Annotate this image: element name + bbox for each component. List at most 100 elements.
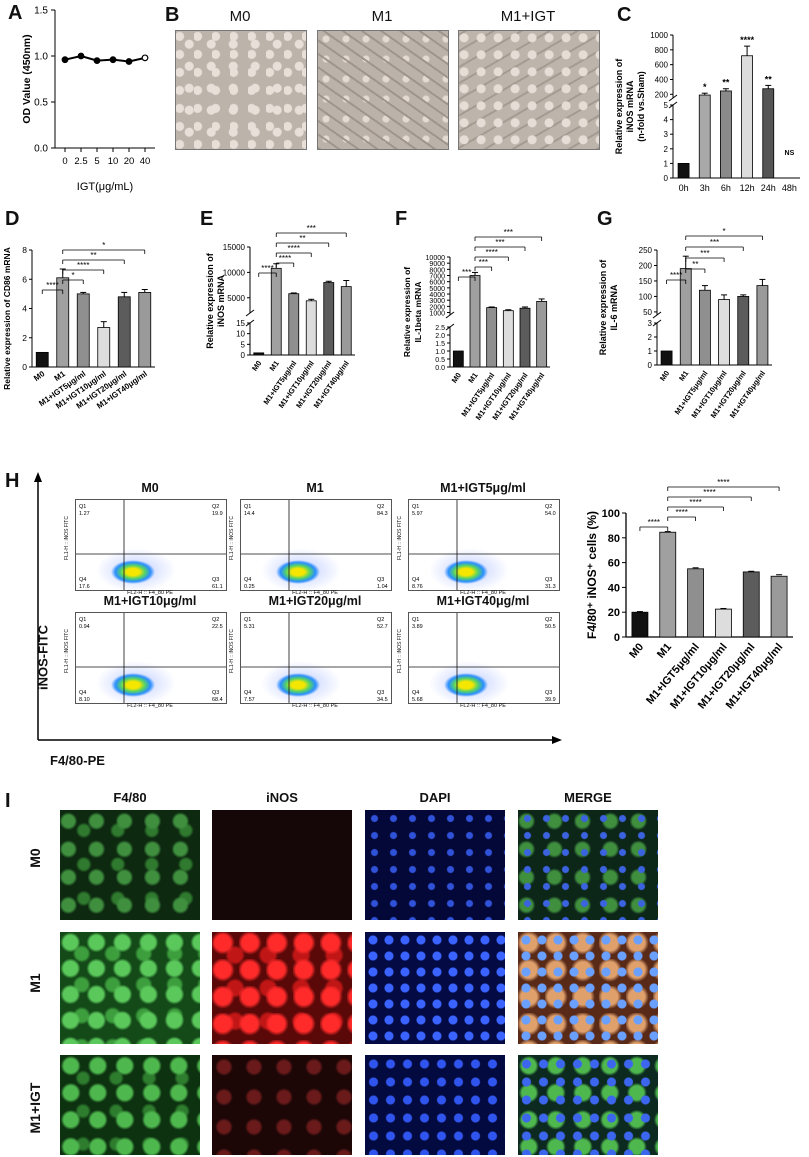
flow-plot-title: M1+IGT5μg/ml	[440, 481, 526, 495]
chart-g-bar	[756, 285, 769, 366]
chart-f-y-tick-label: 0.0	[435, 365, 445, 372]
chart-g-y-tick-label: 100	[639, 292, 653, 301]
a-data-point	[125, 58, 133, 65]
chart-f-y-tick-label: 3000	[429, 298, 445, 305]
h-bar	[659, 531, 677, 638]
chart-g-bar	[699, 289, 711, 366]
chart-f-bar	[519, 307, 531, 368]
chart-f-x-tick-label: M0	[450, 371, 463, 385]
flow-q4-value: 7.57	[244, 697, 255, 703]
if-image-m1igt-merge	[518, 1055, 658, 1155]
chart-f-y-tick-label: 8000	[429, 267, 445, 274]
a-data-point	[141, 54, 149, 62]
chart-e-y-tick-label: 15	[236, 319, 245, 328]
a-x-tick-label: 5	[94, 156, 99, 167]
if-col-dapi: DAPI	[419, 790, 451, 805]
flow-q1-label: Q1	[412, 617, 419, 623]
chart-c-x-tick-label: 24h	[761, 183, 776, 193]
chart-c-y-tick-label: 400	[655, 75, 669, 84]
chart-f-y-label: Relative expression of	[402, 267, 412, 357]
flow-q3-value: 39.9	[545, 697, 556, 703]
d-bracket-label: ****	[46, 281, 58, 290]
h-y-tick-label: 60	[608, 558, 620, 570]
f-bracket-label: ****	[485, 248, 497, 257]
flow-dot-plot: Q1 5.31 Q2 52.7 Q4 7.57 Q3 34.5	[240, 612, 392, 704]
chart-e-bar	[323, 282, 335, 356]
d-bracket-label: **	[90, 251, 96, 260]
flow-q3-label: Q3	[212, 690, 219, 696]
chart-c-significance-label: ****	[740, 35, 755, 45]
chart-g-y-tick-label: 1	[648, 347, 653, 356]
g-bracket-label: **	[692, 260, 698, 269]
chart-e-bar	[288, 293, 300, 356]
chart-g-bar	[660, 350, 673, 366]
d-y-tick-label: 4	[22, 304, 27, 314]
micro-label-m1igt: M1+IGT	[500, 8, 556, 25]
a-y-tick-label: 1.0	[34, 52, 48, 63]
d-bar	[97, 327, 111, 368]
chart-c-y-tick-label: 0	[664, 174, 669, 183]
h-bar	[742, 571, 760, 638]
e-bracket-label: **	[299, 234, 305, 243]
micro-image-m1igt	[458, 30, 600, 150]
flow-q3-value: 34.5	[377, 697, 388, 703]
chart-c-x-tick-label: 12h	[740, 183, 755, 193]
a-series-line	[64, 54, 146, 63]
chart-f-bar	[536, 301, 548, 368]
a-y-tick-label: 0.5	[34, 98, 48, 109]
if-image-m1-inos	[212, 932, 352, 1044]
if-col-inos: iNOS	[266, 790, 298, 805]
chart-f-il1beta: 1000200030004000500060007000800090001000…	[402, 228, 550, 422]
chart-c-bar	[741, 55, 753, 179]
a-x-tick-label: 2.5	[74, 156, 87, 167]
chart-f-y-tick-label: 7000	[429, 274, 445, 281]
d-bar	[35, 351, 49, 368]
a-data-point	[93, 57, 101, 64]
chart-f-y-tick-label: 5000	[429, 286, 445, 293]
h-y-tick-label: 20	[608, 607, 620, 619]
chart-c-y-tick-label: 4	[664, 116, 669, 125]
chart-c-y-tick-label: 5	[664, 101, 669, 110]
d-bracket-label: *	[71, 271, 74, 280]
h-x-tick-label: M1	[655, 641, 674, 660]
chart-g-y-label: Relative expression of	[598, 259, 608, 356]
chart-c-significance-label: **	[722, 78, 730, 88]
panel-letter-b: B	[165, 4, 180, 26]
chart-f-y-tick-label: 4000	[429, 292, 445, 299]
a-data-point	[77, 52, 85, 60]
chart-f-bar	[452, 350, 464, 368]
if-col-merge: MERGE	[564, 790, 612, 805]
flow-dot-plot: Q1 14.4 Q2 84.3 Q4 0.25 Q3 1.04	[240, 499, 392, 591]
flow-q2-label: Q2	[212, 504, 219, 510]
chart-g-bar	[718, 299, 730, 366]
chart-c-bar	[720, 90, 732, 179]
chart-g-x-tick-label: M0	[658, 369, 671, 383]
chart-c-bar	[698, 94, 711, 179]
h-y-label: F4/80⁺ iNOS⁺ cells (%)	[585, 511, 599, 639]
flow-q3-value: 61.1	[212, 584, 223, 590]
flow-x-axis-label: F4/80-PE	[50, 753, 105, 768]
h-bar	[687, 568, 704, 638]
if-image-m0-dapi	[365, 810, 505, 920]
flow-q1-value: 14.4	[244, 511, 255, 517]
g-bracket-label: ***	[700, 249, 709, 258]
flow-q4-value: 8.76	[412, 584, 423, 590]
micro-label-m1: M1	[371, 8, 393, 25]
flow-q1-value: 5.97	[412, 511, 423, 517]
e-bracket-label: ***	[307, 224, 316, 233]
micro-image-m0	[175, 30, 307, 150]
d-y-tick-label: 6	[22, 274, 27, 284]
flow-q1-label: Q1	[412, 504, 419, 510]
a-data-point	[109, 56, 117, 64]
h-bar	[631, 611, 649, 638]
flow-plot-title: M1+IGT40μg/ml	[436, 594, 530, 608]
a-y-tick-label: 0.0	[34, 144, 48, 155]
chart-f-bar	[486, 307, 498, 368]
chart-c-y-tick-label: 1	[664, 159, 669, 168]
flow-plot-title: M1+IGT10μg/ml	[103, 594, 197, 608]
a-y-label: OD Value (450nm)	[21, 34, 33, 123]
chart-g-bar	[679, 268, 692, 366]
flow-q2-label: Q2	[377, 617, 384, 623]
